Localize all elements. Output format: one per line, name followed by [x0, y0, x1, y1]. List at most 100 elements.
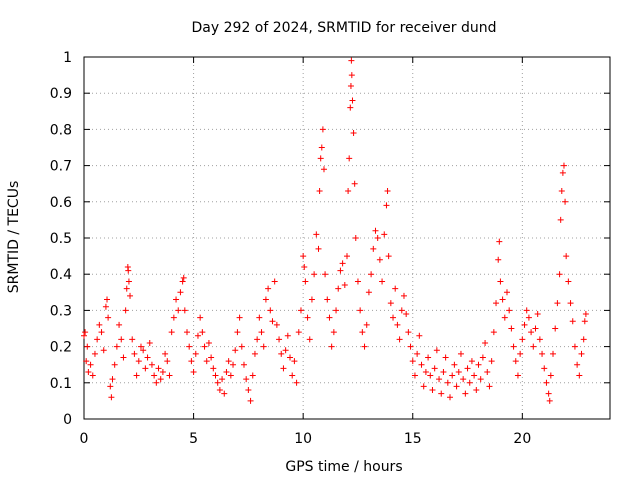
data-point: [372, 227, 379, 234]
x-axis-label: GPS time / hours: [285, 459, 402, 475]
data-point: [289, 372, 296, 379]
data-point: [123, 285, 130, 292]
data-point: [276, 336, 283, 343]
data-point: [89, 372, 96, 379]
data-point: [403, 311, 410, 318]
data-point: [137, 343, 144, 350]
data-point: [118, 336, 125, 343]
data-point: [438, 390, 445, 397]
data-point: [258, 329, 265, 336]
data-point: [400, 292, 407, 299]
data-point: [227, 372, 234, 379]
data-point: [506, 307, 513, 314]
data-point: [418, 361, 425, 368]
data-point: [317, 155, 324, 162]
data-point: [201, 343, 208, 350]
data-point: [104, 296, 111, 303]
data-point: [175, 307, 182, 314]
data-point: [501, 314, 508, 321]
data-point: [216, 387, 223, 394]
data-point: [574, 361, 581, 368]
data-point: [98, 329, 105, 336]
data-points: [81, 57, 589, 404]
data-point: [352, 235, 359, 241]
data-point: [582, 311, 589, 318]
data-point: [320, 166, 327, 173]
data-point: [164, 358, 171, 365]
data-point: [144, 354, 151, 361]
data-point: [113, 343, 120, 350]
data-point: [197, 314, 204, 321]
data-point: [558, 187, 565, 194]
data-point: [376, 256, 383, 263]
data-point: [409, 358, 416, 365]
data-point: [254, 336, 261, 343]
data-point: [245, 387, 252, 394]
data-point: [390, 314, 397, 321]
data-point: [379, 278, 386, 285]
data-point: [346, 155, 353, 162]
data-point: [422, 368, 429, 375]
data-point: [190, 368, 197, 375]
data-point: [429, 387, 436, 394]
data-point: [125, 278, 132, 285]
data-point: [462, 390, 469, 397]
data-point: [271, 278, 278, 285]
data-point: [300, 253, 307, 260]
y-axis-label: SRMTID / TECUs: [6, 181, 22, 294]
data-point: [517, 350, 524, 357]
data-point: [249, 372, 256, 379]
data-point: [497, 278, 504, 285]
data-point: [436, 376, 443, 383]
data-point: [159, 368, 166, 375]
data-point: [243, 376, 250, 383]
data-point: [427, 372, 434, 379]
y-tick-label: 0: [63, 412, 72, 428]
data-point: [146, 339, 153, 346]
y-tick-label: 0.8: [50, 122, 72, 138]
data-point: [94, 336, 101, 343]
data-point: [392, 285, 399, 292]
data-point: [308, 296, 315, 303]
y-tick-label: 0.2: [50, 340, 72, 356]
data-point: [125, 267, 132, 274]
data-point: [108, 394, 115, 401]
data-point: [411, 372, 418, 379]
data-point: [475, 361, 482, 368]
data-point: [225, 358, 232, 365]
y-tick-label: 0.9: [50, 86, 72, 102]
data-point: [120, 354, 127, 361]
data-point: [173, 296, 180, 303]
data-point: [455, 368, 462, 375]
y-tick-label: 0.6: [50, 195, 72, 211]
data-point: [525, 314, 532, 321]
data-point: [324, 296, 331, 303]
data-point: [473, 387, 480, 394]
data-point: [532, 325, 539, 332]
data-point: [184, 329, 191, 336]
data-point: [523, 307, 530, 314]
data-point: [313, 231, 320, 238]
data-point: [580, 336, 587, 343]
data-point: [449, 372, 456, 379]
data-point: [405, 329, 412, 336]
data-point: [543, 379, 550, 386]
data-point: [337, 267, 344, 274]
data-point: [460, 376, 467, 383]
data-point: [351, 180, 358, 187]
axis-ticks: 00.10.20.30.40.50.60.70.80.910 5 10 15 20: [50, 50, 610, 447]
data-point: [354, 278, 361, 285]
data-point: [234, 329, 241, 336]
grid-lines: [84, 57, 610, 419]
data-point: [122, 307, 129, 314]
data-point: [546, 397, 553, 404]
data-point: [293, 379, 300, 386]
data-point: [350, 130, 357, 137]
data-point: [131, 350, 138, 357]
data-point: [407, 343, 414, 350]
data-point: [326, 314, 333, 321]
data-point: [384, 187, 391, 194]
data-point: [536, 336, 543, 343]
data-point: [151, 372, 158, 379]
data-point: [552, 325, 559, 332]
